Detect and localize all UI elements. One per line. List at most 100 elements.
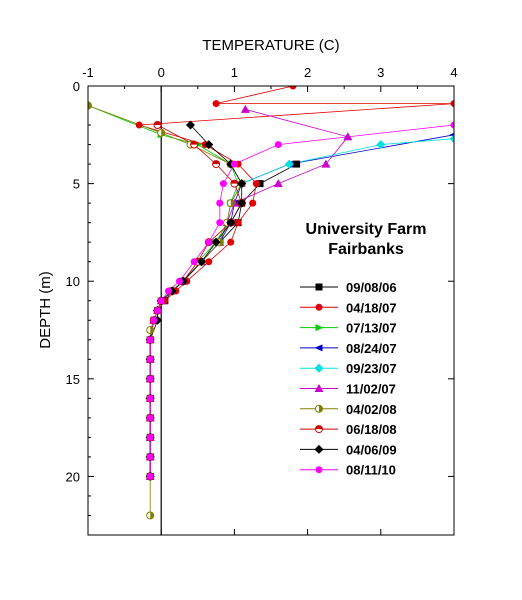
y-tick-label: 10 bbox=[66, 274, 80, 289]
data-point-series-8 bbox=[190, 140, 199, 149]
legend-label: 07/13/07 bbox=[346, 321, 397, 336]
data-point-series-9 bbox=[204, 140, 214, 150]
legend-marker bbox=[314, 344, 323, 352]
x-tick-label: -1 bbox=[82, 65, 94, 80]
data-point-series-10 bbox=[146, 355, 154, 363]
series-line-1 bbox=[149, 163, 297, 477]
legend-label: 08/11/10 bbox=[346, 463, 396, 478]
y-axis-title: DEPTH (m) bbox=[37, 271, 54, 349]
data-point-series-9 bbox=[237, 179, 247, 189]
plot-frame bbox=[87, 85, 455, 536]
legend-label: 04/06/09 bbox=[346, 442, 397, 457]
data-point-series-9 bbox=[226, 218, 236, 228]
data-point-series-5 bbox=[449, 134, 454, 144]
x-tick-label: 4 bbox=[450, 65, 457, 80]
legend-label: 11/02/07 bbox=[346, 382, 396, 397]
data-point-series-10 bbox=[146, 433, 154, 441]
legend-label: 04/18/07 bbox=[346, 300, 397, 315]
legend-item: 11/02/07 bbox=[300, 382, 396, 397]
data-point-series-2 bbox=[450, 100, 454, 108]
data-point-series-7 bbox=[226, 199, 235, 208]
data-point-series-2 bbox=[289, 86, 297, 90]
data-point-series-2 bbox=[135, 121, 143, 129]
data-point-series-7 bbox=[157, 128, 166, 137]
legend-item: 06/18/08 bbox=[300, 422, 397, 437]
legend: University Farm Fairbanks 09/08/06 04/18/… bbox=[300, 221, 426, 478]
data-point-series-2 bbox=[249, 199, 257, 207]
data-point-series-5 bbox=[284, 159, 294, 169]
data-point-series-10 bbox=[154, 307, 162, 314]
x-tick-label: 3 bbox=[377, 65, 384, 80]
data-point-series-10 bbox=[216, 199, 224, 207]
legend-marker bbox=[315, 466, 323, 474]
data-point-series-1 bbox=[256, 180, 264, 188]
data-point-series-10 bbox=[157, 297, 165, 305]
legend-item: 08/24/07 bbox=[300, 341, 397, 356]
legend-label: 08/24/07 bbox=[346, 341, 397, 356]
legend-item: 07/13/07 bbox=[300, 321, 397, 336]
data-point-series-10 bbox=[150, 316, 158, 324]
y-tick-label: 0 bbox=[73, 79, 80, 94]
data-point-series-7 bbox=[88, 101, 92, 110]
data-point-series-6 bbox=[273, 179, 283, 188]
data-point-series-9 bbox=[211, 237, 221, 247]
legend-item: 04/06/09 bbox=[300, 442, 397, 457]
y-tick-label: 5 bbox=[73, 177, 80, 192]
x-tick-label: 0 bbox=[158, 65, 165, 80]
legend-label: 09/08/06 bbox=[346, 280, 397, 295]
data-point-series-1 bbox=[293, 160, 301, 168]
legend-marker bbox=[314, 444, 324, 454]
data-point-series-10 bbox=[146, 453, 154, 461]
data-point-series-10 bbox=[146, 414, 154, 422]
legend-label: 04/02/08 bbox=[346, 402, 397, 417]
legend-marker bbox=[315, 324, 324, 332]
data-point-series-10 bbox=[230, 160, 238, 168]
data-point-series-10 bbox=[219, 180, 227, 188]
data-point-series-9 bbox=[196, 257, 206, 267]
data-point-series-10 bbox=[176, 277, 183, 285]
data-point-series-10 bbox=[146, 336, 154, 344]
data-point-series-2 bbox=[212, 100, 220, 108]
data-point-series-2 bbox=[227, 238, 235, 246]
data-point-series-2 bbox=[252, 180, 260, 188]
legend-marker bbox=[314, 363, 324, 373]
x-tick-label: 1 bbox=[231, 65, 238, 80]
marker-layer bbox=[88, 86, 454, 520]
data-point-series-10 bbox=[205, 238, 213, 246]
data-point-series-6 bbox=[343, 132, 353, 141]
data-point-series-7 bbox=[146, 326, 155, 335]
data-point-series-10 bbox=[450, 121, 454, 129]
legend-item: 08/11/10 bbox=[300, 463, 396, 478]
data-point-series-10 bbox=[190, 258, 198, 266]
data-point-series-9 bbox=[185, 120, 195, 130]
series-line-6 bbox=[149, 109, 349, 477]
data-point-series-8 bbox=[212, 160, 221, 169]
data-point-series-5 bbox=[376, 140, 386, 150]
legend-title-line-1: University Farm bbox=[306, 221, 427, 238]
legend-marker bbox=[315, 425, 323, 434]
legend-marker bbox=[314, 384, 324, 392]
legend-item: 04/18/07 bbox=[300, 300, 397, 315]
data-point-series-10 bbox=[274, 141, 282, 149]
legend-label: 06/18/08 bbox=[346, 422, 397, 437]
legend-marker bbox=[315, 404, 323, 413]
data-point-series-10 bbox=[146, 472, 154, 480]
y-tick-label: 20 bbox=[66, 469, 80, 484]
series-layer bbox=[88, 86, 454, 516]
data-point-series-10 bbox=[165, 287, 173, 295]
legend-item: 09/23/07 bbox=[300, 361, 397, 376]
data-point-series-10 bbox=[146, 375, 154, 383]
data-point-series-7 bbox=[146, 511, 155, 520]
legend-marker bbox=[315, 303, 323, 311]
x-axis-title: TEMPERATURE (C) bbox=[202, 37, 339, 54]
legend-item: 09/08/06 bbox=[300, 280, 397, 295]
series-line-4 bbox=[149, 134, 454, 477]
legend-marker bbox=[315, 283, 323, 291]
data-point-series-2 bbox=[205, 258, 213, 266]
data-point-series-10 bbox=[146, 394, 154, 402]
legend-title-line-2: Fairbanks bbox=[328, 241, 404, 258]
data-point-series-10 bbox=[216, 219, 224, 227]
x-tick-label: 2 bbox=[304, 65, 311, 80]
